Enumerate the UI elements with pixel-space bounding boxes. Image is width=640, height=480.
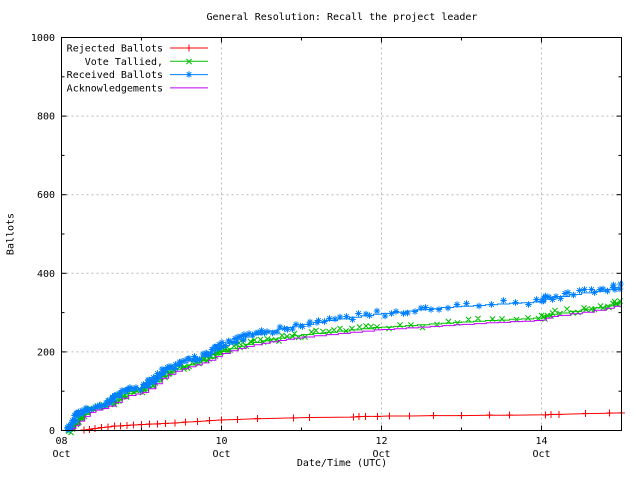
y-tick-label: 800 xyxy=(37,112,55,123)
x-axis-title: Date/Time (UTC) xyxy=(296,458,388,469)
gridlines xyxy=(61,37,622,431)
series-markers-received-ballots xyxy=(64,280,624,434)
legend-label-received-ballots: Received Ballots xyxy=(67,70,163,81)
series-received-ballots xyxy=(64,280,624,434)
x-tick-label: 10 xyxy=(215,436,227,447)
legend-item-vote-tallied: Vote Tallied, xyxy=(85,57,208,68)
x-tick-label: 14 xyxy=(535,436,547,447)
legend-item-rejected-ballots: Rejected Ballots xyxy=(67,44,208,55)
x-tick-label: Oct xyxy=(372,449,390,460)
y-tick-label: 200 xyxy=(37,347,55,358)
legend-marker-cross xyxy=(186,58,192,65)
plot-border xyxy=(61,37,622,431)
chart-title: General Resolution: Recall the project l… xyxy=(206,12,478,23)
series-markers-rejected-ballots xyxy=(80,409,625,434)
legend-marker-plus xyxy=(185,44,193,52)
legend-item-received-ballots: Received Ballots xyxy=(67,70,208,81)
legend-label-vote-tallied: Vote Tallied, xyxy=(85,57,163,68)
tick-labels: 0 200 400 600 800 1000 08 Oct 10 Oct 12 Oct 14 Oct xyxy=(31,33,551,460)
y-tick-label: 600 xyxy=(37,190,55,201)
legend-label-rejected-ballots: Rejected Ballots xyxy=(67,44,163,55)
legend: Rejected Ballots Vote Tallied, Received Ba… xyxy=(67,44,208,94)
series-rejected-ballots xyxy=(80,409,625,434)
series-line-received-ballots xyxy=(67,285,622,431)
series-line-acknowledgements xyxy=(70,303,622,431)
x-tick-label: Oct xyxy=(52,449,70,460)
legend-marker-star xyxy=(185,71,193,78)
y-tick-label: 1000 xyxy=(31,33,55,44)
legend-item-acknowledgements: Acknowledgements xyxy=(67,83,208,94)
series-acknowledgements xyxy=(70,303,622,431)
axis-ticks xyxy=(61,37,622,431)
x-tick-label: Oct xyxy=(532,449,550,460)
series-line-rejected-ballots xyxy=(83,412,622,431)
x-tick-label: 08 xyxy=(55,436,67,447)
y-tick-label: 0 xyxy=(49,426,55,437)
y-tick-label: 400 xyxy=(37,269,55,280)
x-tick-label: 12 xyxy=(375,436,387,447)
legend-label-acknowledgements: Acknowledgements xyxy=(67,83,163,94)
x-tick-label: Oct xyxy=(212,449,230,460)
